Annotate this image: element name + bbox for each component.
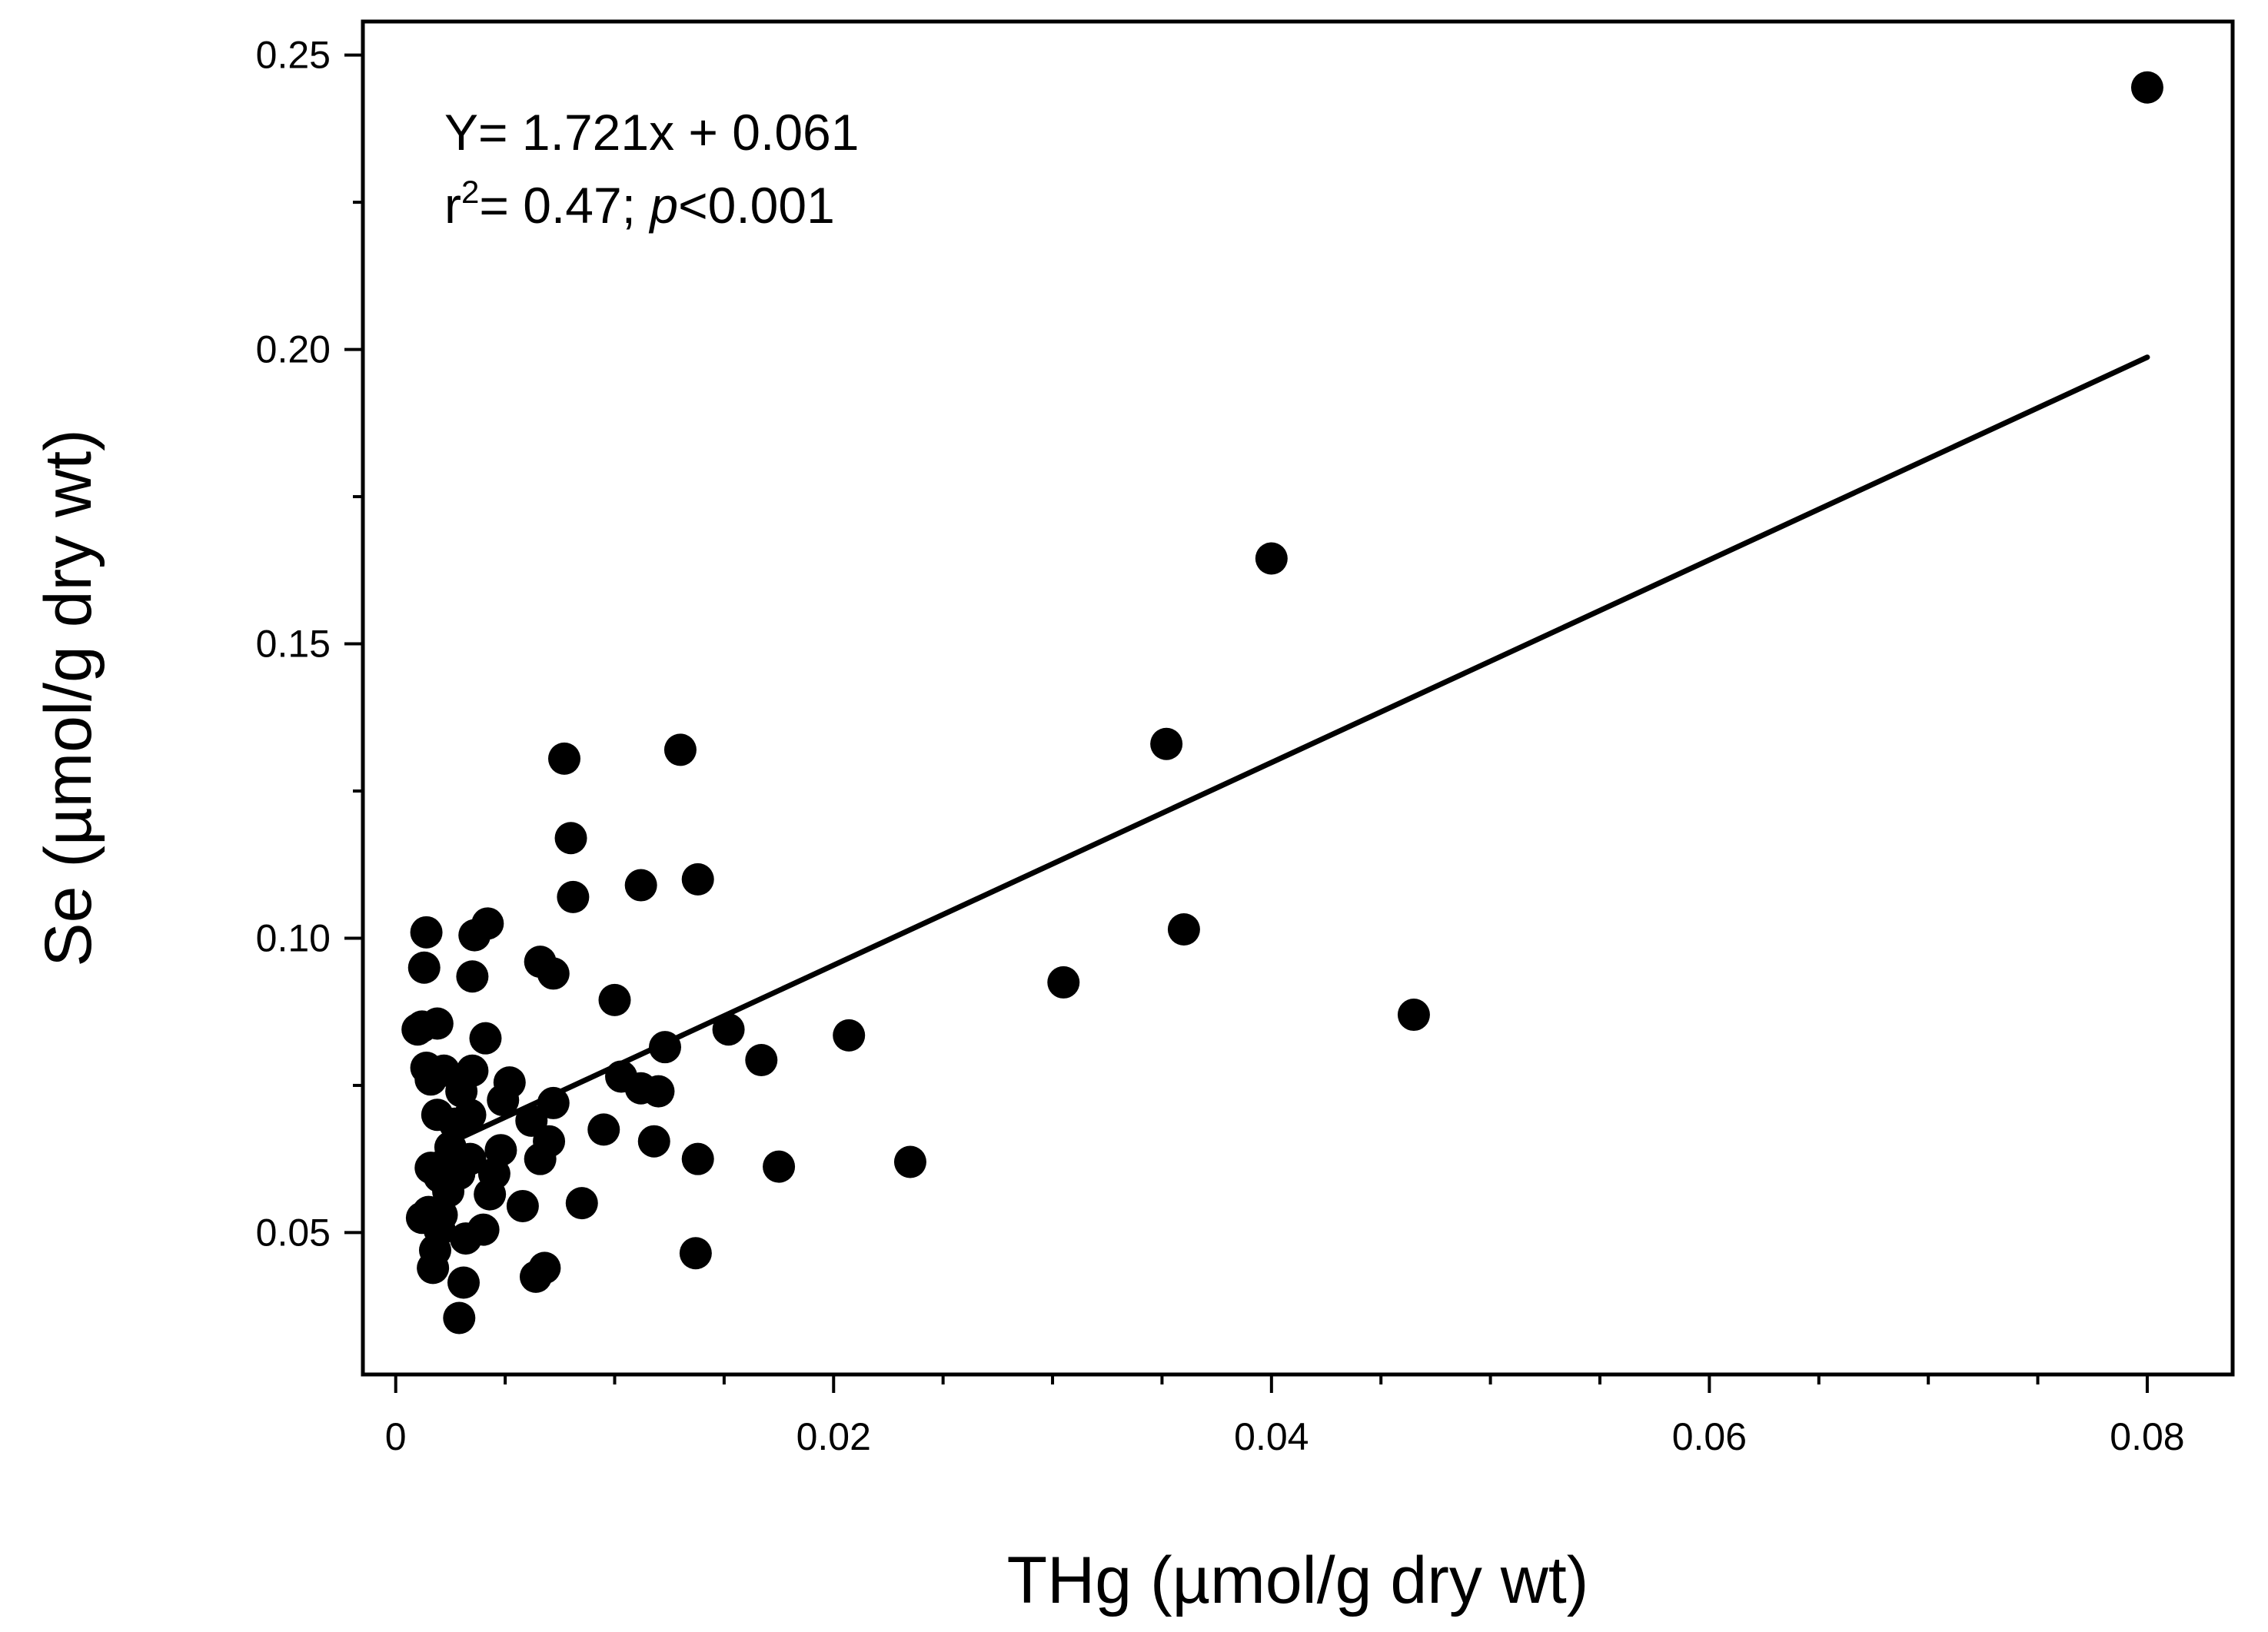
data-point bbox=[405, 1202, 438, 1235]
x-tick-label: 0.04 bbox=[1234, 1415, 1309, 1458]
data-point bbox=[414, 1152, 447, 1185]
data-point bbox=[547, 742, 580, 775]
data-point bbox=[458, 919, 491, 952]
data-point bbox=[421, 1099, 454, 1132]
data-point bbox=[1167, 912, 1200, 946]
data-point bbox=[469, 1022, 502, 1055]
r-value: = 0.47; bbox=[479, 177, 650, 234]
x-axis-ticks: 0 0.02 0.04 0.06 0.08 bbox=[385, 1374, 2185, 1458]
y-axis-ticks: 0.05 0.10 0.15 0.20 0.25 bbox=[256, 34, 363, 1254]
data-point bbox=[410, 1051, 443, 1084]
data-point bbox=[833, 1019, 866, 1052]
y-tick-label: 0.05 bbox=[256, 1211, 331, 1254]
data-point bbox=[679, 1237, 712, 1270]
annotation-equation: Y= 1.721x + 0.061 bbox=[444, 104, 859, 161]
data-point bbox=[1150, 727, 1183, 760]
data-point bbox=[537, 1086, 570, 1119]
data-point bbox=[401, 1013, 434, 1046]
data-point bbox=[417, 1251, 450, 1285]
regression-line bbox=[441, 354, 2150, 1148]
r-superscript: 2 bbox=[461, 174, 479, 210]
y-tick-label: 0.15 bbox=[256, 623, 331, 666]
data-point bbox=[712, 1013, 745, 1046]
data-point bbox=[681, 863, 714, 896]
data-point bbox=[443, 1301, 476, 1335]
data-point bbox=[506, 1189, 539, 1222]
r-label: r bbox=[444, 177, 461, 234]
x-tick-label: 0.08 bbox=[2110, 1415, 2184, 1458]
data-point bbox=[487, 1084, 520, 1117]
x-tick-label: 0 bbox=[385, 1415, 407, 1458]
data-point bbox=[407, 951, 441, 984]
data-point bbox=[449, 1222, 482, 1255]
data-point bbox=[648, 1031, 681, 1064]
x-axis-title: THg (µmol/g dry wt) bbox=[1007, 1544, 1589, 1617]
data-points bbox=[401, 71, 2163, 1335]
data-point bbox=[598, 983, 631, 1016]
annotation-r-squared: r2= 0.47; p<0.001 bbox=[444, 174, 835, 234]
data-point bbox=[557, 880, 590, 913]
data-point bbox=[524, 1142, 557, 1175]
data-point bbox=[447, 1266, 480, 1299]
data-point bbox=[624, 869, 657, 902]
data-point bbox=[893, 1145, 926, 1178]
data-point bbox=[456, 960, 489, 993]
data-point bbox=[524, 946, 557, 979]
data-point bbox=[663, 733, 697, 766]
y-tick-label: 0.10 bbox=[256, 916, 331, 959]
y-tick-label: 0.20 bbox=[256, 328, 331, 371]
data-point bbox=[587, 1113, 620, 1146]
x-tick-label: 0.02 bbox=[796, 1415, 871, 1458]
plot-frame bbox=[361, 19, 2235, 1377]
data-point bbox=[519, 1260, 552, 1293]
data-point bbox=[565, 1187, 598, 1220]
data-point bbox=[763, 1150, 796, 1183]
data-point bbox=[1397, 999, 1430, 1032]
x-tick-label: 0.06 bbox=[1672, 1415, 1747, 1458]
data-point bbox=[1047, 966, 1080, 999]
y-tick-label: 0.25 bbox=[256, 34, 331, 77]
data-point bbox=[515, 1104, 548, 1137]
data-point bbox=[637, 1125, 670, 1158]
y-axis-title: Se (µmol/g dry wt) bbox=[32, 429, 105, 966]
data-point bbox=[1255, 542, 1288, 575]
data-point bbox=[2130, 71, 2163, 104]
data-point bbox=[410, 916, 443, 949]
data-point bbox=[745, 1044, 778, 1077]
data-point bbox=[605, 1060, 638, 1093]
p-value: <0.001 bbox=[678, 177, 835, 234]
regression-layer bbox=[441, 354, 2150, 1148]
p-label: p bbox=[648, 177, 678, 234]
data-point bbox=[474, 1178, 507, 1211]
data-point bbox=[681, 1142, 714, 1175]
data-point bbox=[554, 822, 587, 855]
